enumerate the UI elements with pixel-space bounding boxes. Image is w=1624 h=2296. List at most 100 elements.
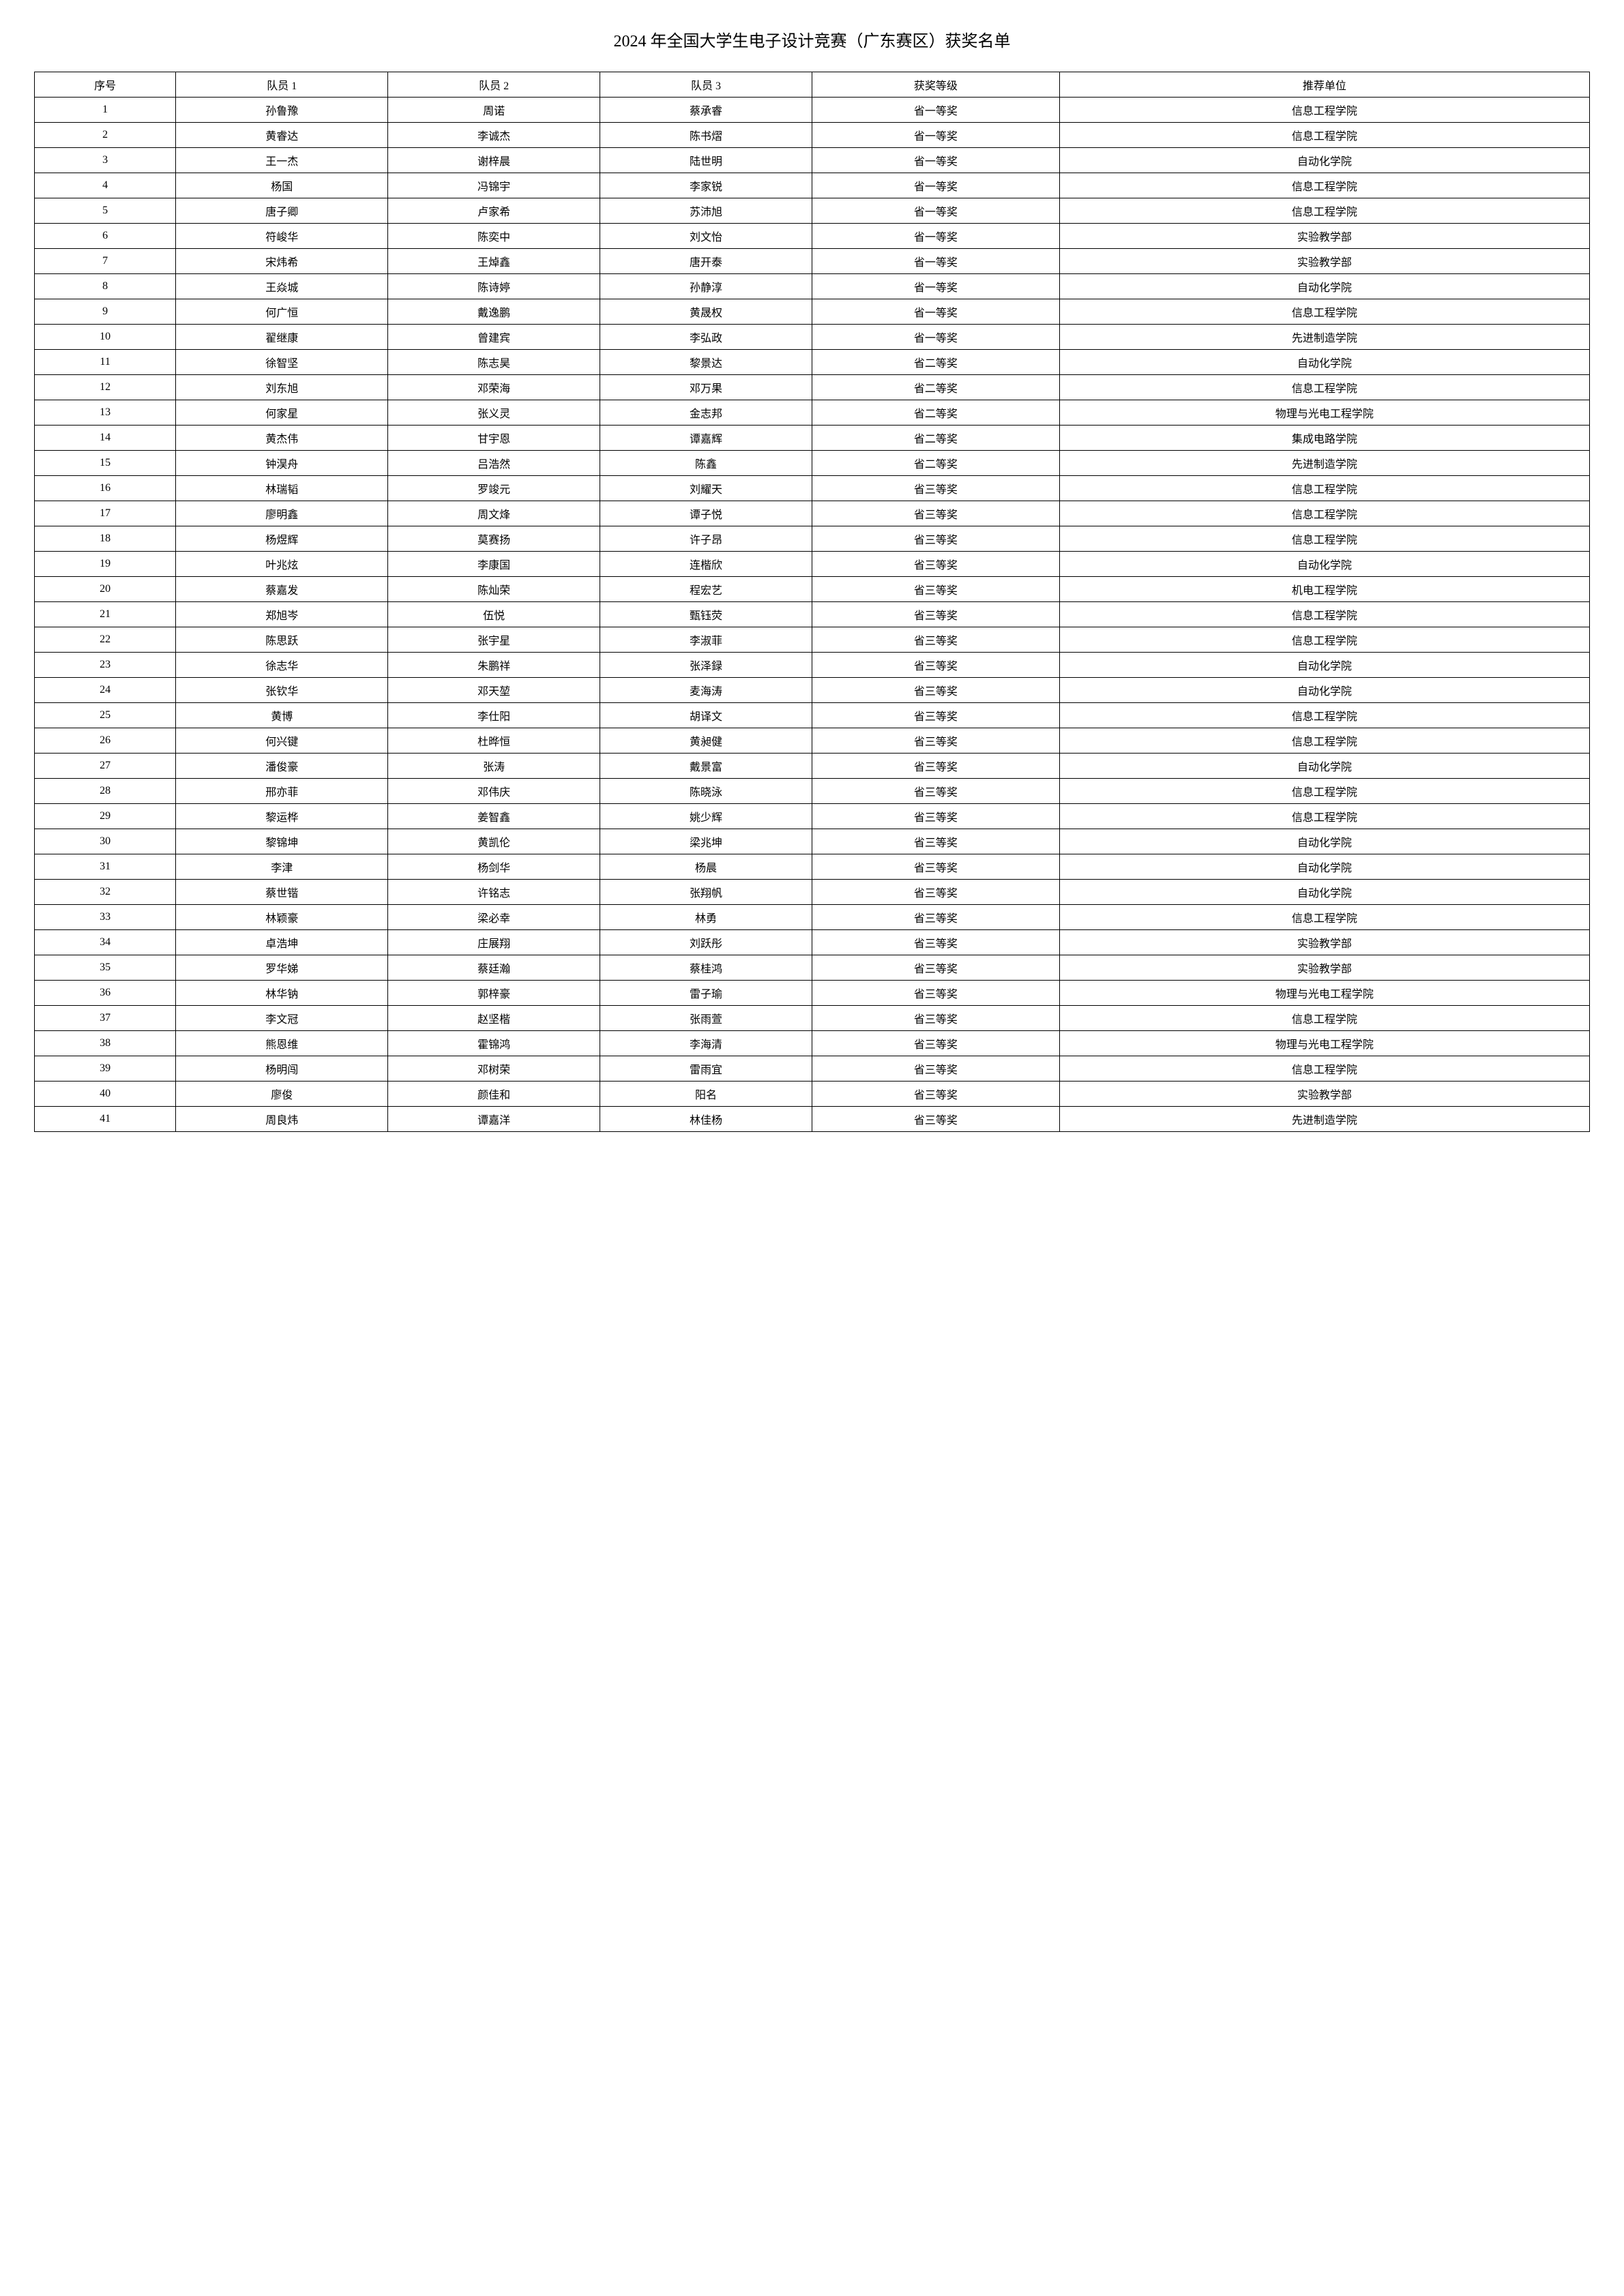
table-cell: 实验教学部 (1059, 1082, 1589, 1107)
table-cell: 省三等奖 (812, 728, 1059, 754)
table-cell: 省三等奖 (812, 476, 1059, 501)
table-cell: 信息工程学院 (1059, 526, 1589, 552)
table-cell: 陈晓泳 (600, 779, 812, 804)
table-cell: 李弘政 (600, 325, 812, 350)
table-cell: 谭嘉洋 (388, 1107, 600, 1132)
table-cell: 胡译文 (600, 703, 812, 728)
table-row: 11徐智坚陈志昊黎景达省二等奖自动化学院 (35, 350, 1590, 375)
table-row: 8王焱城陈诗婷孙静淳省一等奖自动化学院 (35, 274, 1590, 299)
table-cell: 赵坚楷 (388, 1006, 600, 1031)
table-cell: 25 (35, 703, 176, 728)
table-cell: 7 (35, 249, 176, 274)
header-member2: 队员 2 (388, 72, 600, 98)
table-cell: 潘俊豪 (176, 754, 388, 779)
table-cell: 信息工程学院 (1059, 173, 1589, 198)
table-cell: 陈灿荣 (388, 577, 600, 602)
table-cell: 物理与光电工程学院 (1059, 1031, 1589, 1056)
table-cell: 省三等奖 (812, 526, 1059, 552)
table-cell: 物理与光电工程学院 (1059, 981, 1589, 1006)
table-row: 23徐志华朱鹏祥张泽録省三等奖自动化学院 (35, 653, 1590, 678)
table-cell: 谭子悦 (600, 501, 812, 526)
table-cell: 省三等奖 (812, 854, 1059, 880)
table-cell: 徐志华 (176, 653, 388, 678)
table-row: 41周良炜谭嘉洋林佳杨省三等奖先进制造学院 (35, 1107, 1590, 1132)
table-cell: 戴景富 (600, 754, 812, 779)
table-cell: 信息工程学院 (1059, 804, 1589, 829)
table-cell: 阳名 (600, 1082, 812, 1107)
table-cell: 周文烽 (388, 501, 600, 526)
table-cell: 杨煜辉 (176, 526, 388, 552)
table-cell: 6 (35, 224, 176, 249)
table-cell: 省一等奖 (812, 299, 1059, 325)
table-row: 21郑旭岑伍悦甄钰荧省三等奖信息工程学院 (35, 602, 1590, 627)
table-row: 1孙鲁豫周诺蔡承睿省一等奖信息工程学院 (35, 98, 1590, 123)
table-cell: 罗华娣 (176, 955, 388, 981)
table-cell: 孙静淳 (600, 274, 812, 299)
table-cell: 2 (35, 123, 176, 148)
table-cell: 信息工程学院 (1059, 299, 1589, 325)
table-cell: 20 (35, 577, 176, 602)
table-cell: 唐子卿 (176, 198, 388, 224)
table-cell: 14 (35, 426, 176, 451)
table-row: 24张钦华邓天堃麦海涛省三等奖自动化学院 (35, 678, 1590, 703)
table-cell: 廖俊 (176, 1082, 388, 1107)
table-cell: 罗竣元 (388, 476, 600, 501)
page-title: 2024 年全国大学生电子设计竞赛（广东赛区）获奖名单 (34, 27, 1590, 51)
table-body: 1孙鲁豫周诺蔡承睿省一等奖信息工程学院2黄睿达李诚杰陈书熠省一等奖信息工程学院3… (35, 98, 1590, 1132)
table-cell: 卢家希 (388, 198, 600, 224)
table-cell: 24 (35, 678, 176, 703)
table-cell: 颜佳和 (388, 1082, 600, 1107)
table-cell: 麦海涛 (600, 678, 812, 703)
table-cell: 省一等奖 (812, 173, 1059, 198)
table-cell: 张义灵 (388, 400, 600, 426)
table-cell: 陈鑫 (600, 451, 812, 476)
table-cell: 省二等奖 (812, 451, 1059, 476)
table-cell: 杨国 (176, 173, 388, 198)
table-cell: 周诺 (388, 98, 600, 123)
table-cell: 35 (35, 955, 176, 981)
table-cell: 姚少辉 (600, 804, 812, 829)
table-cell: 梁必幸 (388, 905, 600, 930)
table-cell: 黄昶健 (600, 728, 812, 754)
table-cell: 何兴键 (176, 728, 388, 754)
table-cell: 雷雨宜 (600, 1056, 812, 1082)
table-cell: 实验教学部 (1059, 955, 1589, 981)
table-cell: 陈思跃 (176, 627, 388, 653)
table-cell: 甘宇恩 (388, 426, 600, 451)
table-cell: 实验教学部 (1059, 249, 1589, 274)
table-cell: 黄杰伟 (176, 426, 388, 451)
table-cell: 信息工程学院 (1059, 627, 1589, 653)
table-cell: 省一等奖 (812, 198, 1059, 224)
table-cell: 自动化学院 (1059, 678, 1589, 703)
table-cell: 12 (35, 375, 176, 400)
table-cell: 省三等奖 (812, 602, 1059, 627)
table-row: 26何兴键杜晔恒黄昶健省三等奖信息工程学院 (35, 728, 1590, 754)
table-cell: 吕浩然 (388, 451, 600, 476)
table-cell: 信息工程学院 (1059, 123, 1589, 148)
table-cell: 林勇 (600, 905, 812, 930)
table-cell: 自动化学院 (1059, 653, 1589, 678)
header-award: 获奖等级 (812, 72, 1059, 98)
table-cell: 27 (35, 754, 176, 779)
table-cell: 40 (35, 1082, 176, 1107)
table-cell: 邓天堃 (388, 678, 600, 703)
table-cell: 38 (35, 1031, 176, 1056)
table-cell: 陆世明 (600, 148, 812, 173)
table-cell: 蔡世锴 (176, 880, 388, 905)
table-cell: 何家星 (176, 400, 388, 426)
table-cell: 省三等奖 (812, 703, 1059, 728)
table-cell: 信息工程学院 (1059, 98, 1589, 123)
table-cell: 省三等奖 (812, 552, 1059, 577)
table-cell: 符峻华 (176, 224, 388, 249)
table-cell: 机电工程学院 (1059, 577, 1589, 602)
table-row: 39杨明闯邓树荣雷雨宜省三等奖信息工程学院 (35, 1056, 1590, 1082)
table-cell: 8 (35, 274, 176, 299)
table-header-row: 序号 队员 1 队员 2 队员 3 获奖等级 推荐单位 (35, 72, 1590, 98)
table-cell: 邓荣海 (388, 375, 600, 400)
table-cell: 杜晔恒 (388, 728, 600, 754)
table-cell: 郭梓豪 (388, 981, 600, 1006)
table-row: 37李文冠赵坚楷张雨萱省三等奖信息工程学院 (35, 1006, 1590, 1031)
table-cell: 冯锦宇 (388, 173, 600, 198)
table-cell: 省二等奖 (812, 350, 1059, 375)
header-index: 序号 (35, 72, 176, 98)
